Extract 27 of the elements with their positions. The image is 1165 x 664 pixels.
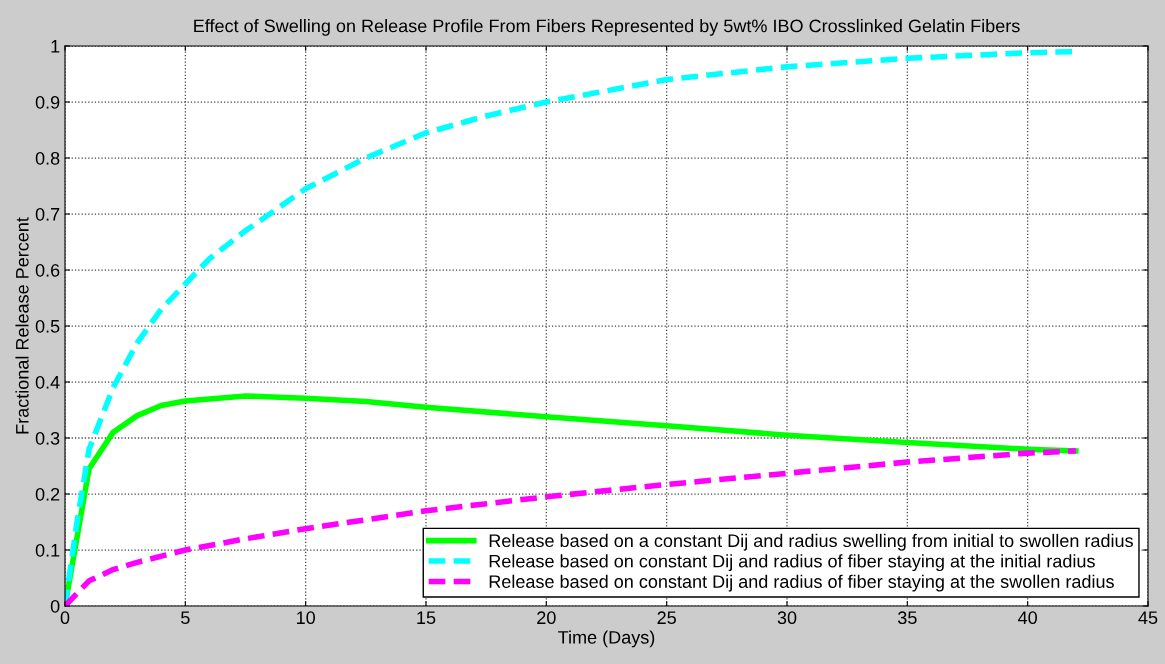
chart-title: Effect of Swelling on Release Profile From Fibers Represented by 5wt% IBO Crosslinked Gelatin Fibers	[194, 19, 1020, 36]
y-tick-label: 0.3	[35, 431, 60, 445]
x-tick-label: 45	[1138, 611, 1158, 625]
x-tick-label: 15	[417, 611, 436, 625]
x-tick-label: 30	[777, 611, 797, 625]
x-tick-label: 35	[897, 611, 917, 625]
legend-label: Release based on constant Dij and radius of fiber staying at the initial radius	[489, 554, 1095, 572]
x-tick-label: 40	[1018, 611, 1037, 625]
x-tick-label: 5	[181, 611, 190, 625]
legend-label: Release based on constant Dij and radius of fiber staying at the swollen radius	[489, 574, 1114, 592]
y-tick-label: 0.7	[35, 207, 60, 221]
x-tick-label: 20	[537, 611, 556, 625]
x-tick-label: 10	[297, 611, 315, 625]
legend-label: Release based on a constant Dij and radius swelling from initial to swollen radius	[489, 533, 1133, 551]
y-axis-title: Fractional Release Percent	[15, 217, 29, 434]
x-tick-label: 0	[60, 611, 70, 625]
y-tick-label: 0	[50, 599, 60, 613]
y-tick-label: 0.5	[35, 319, 60, 333]
y-tick-label: 1	[51, 40, 60, 53]
x-tick-label: 25	[657, 611, 676, 625]
y-tick-label: 0.6	[35, 263, 60, 277]
y-tick-label: 0.2	[35, 487, 60, 501]
y-tick-label: 0.4	[35, 375, 60, 389]
y-tick-label: 0.9	[35, 95, 60, 109]
x-axis-title: Time (Days)	[558, 630, 655, 648]
y-tick-label: 0.1	[35, 543, 60, 557]
y-tick-label: 0.8	[35, 151, 60, 165]
